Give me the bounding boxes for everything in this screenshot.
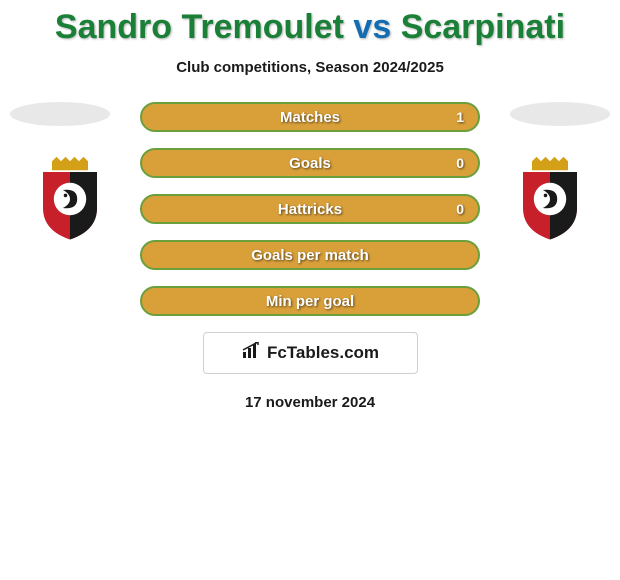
stat-value-right: 0 [456, 201, 464, 217]
brand-text: FcTables.com [267, 343, 379, 363]
player2-photo-placeholder [510, 102, 610, 126]
player2-name: Scarpinati [401, 8, 565, 46]
stat-bar-row: Goals 0 [140, 148, 480, 178]
stat-bar-row: Min per goal [140, 286, 480, 316]
player1-name: Sandro Tremoulet [55, 8, 344, 46]
stat-label: Min per goal [266, 293, 354, 310]
shield-icon [25, 154, 115, 244]
player1-club-logo [25, 154, 115, 244]
stat-bar-row: Hattricks 0 [140, 194, 480, 224]
stat-label: Goals [289, 155, 331, 172]
stat-label: Matches [280, 109, 340, 126]
stat-bars: Matches 1 Goals 0 Hattricks 0 Goals per match M… [140, 102, 480, 316]
comparison-title: Sandro Tremoulet vs Scarpinati [0, 0, 620, 47]
stat-bar-row: Matches 1 [140, 102, 480, 132]
comparison-content: Matches 1 Goals 0 Hattricks 0 Goals per match M… [0, 102, 620, 411]
stat-bar-row: Goals per match [140, 240, 480, 270]
vs-separator: vs [344, 8, 401, 46]
bars-chart-icon [241, 342, 263, 365]
player2-club-logo [505, 154, 595, 244]
player1-photo-placeholder [10, 102, 110, 126]
stat-value-right: 0 [456, 155, 464, 171]
subtitle: Club competitions, Season 2024/2025 [0, 59, 620, 76]
snapshot-date: 17 november 2024 [0, 394, 620, 411]
stat-value-right: 1 [456, 109, 464, 125]
stat-label: Goals per match [251, 247, 369, 264]
stat-label: Hattricks [278, 201, 342, 218]
brand-badge[interactable]: FcTables.com [203, 332, 418, 374]
shield-icon [505, 154, 595, 244]
